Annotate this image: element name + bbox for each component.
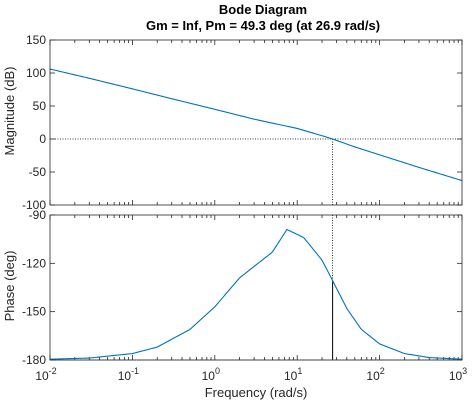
magnitude-y-tick-label: 150 (26, 33, 46, 47)
magnitude-y-tick-label: -50 (29, 165, 47, 179)
phase-y-tick-label: -90 (29, 208, 47, 222)
phase-y-tick-label: -120 (22, 256, 46, 270)
x-axis-label: Frequency (rad/s) (205, 385, 308, 400)
magnitude-axes-area (50, 40, 462, 205)
magnitude-y-tick-label: 0 (39, 132, 46, 146)
chart-title: Bode Diagram (219, 2, 307, 17)
magnitude-plot: 150 100 50 0 -50 -100 (22, 33, 463, 212)
magnitude-y-tick-label: 50 (33, 99, 47, 113)
phase-axis-label: Phase (deg) (2, 251, 17, 322)
chart-subtitle: Gm = Inf, Pm = 49.3 deg (at 26.9 rad/s) (146, 18, 380, 33)
magnitude-axes-frame (49, 39, 463, 206)
magnitude-y-tick-label: 100 (26, 66, 46, 80)
magnitude-axis-label: Magnitude (dB) (2, 67, 17, 156)
magnitude-series-line (49, 68, 463, 182)
phase-series-line (49, 228, 463, 360)
phase-axes-frame (49, 214, 463, 361)
magnitude-y-tick-label: -100 (22, 198, 46, 212)
phase-y-tick-label: -180 (22, 353, 46, 367)
phase-axes-area (50, 215, 462, 360)
phase-y-tick-label: -150 (22, 305, 46, 319)
